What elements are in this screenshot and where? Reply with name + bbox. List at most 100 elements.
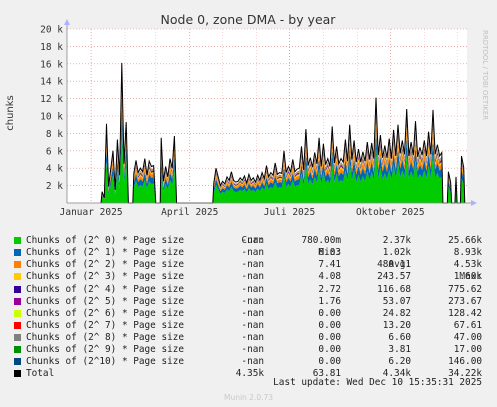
legend-max: 25.66k xyxy=(448,235,482,247)
header-max: Max: xyxy=(459,271,482,283)
chart-title: Node 0, zone DMA - by year xyxy=(161,12,337,27)
legend-avg: 243.57 xyxy=(377,271,411,283)
header-avg: Avg: xyxy=(388,259,411,271)
legend-swatch xyxy=(14,358,21,366)
legend-item: Chunks of (2^ 8) * Page size -nan 0.00 6.60… xyxy=(0,332,497,344)
legend-cur: -nan xyxy=(241,344,264,355)
legend-min: 0.00 xyxy=(318,344,341,355)
legend-max: 128.42 xyxy=(448,307,482,319)
y-tick-label: 12 k xyxy=(40,94,63,105)
legend-cur: -nan xyxy=(241,235,264,247)
legend-swatch xyxy=(14,273,21,281)
legend-min: 0.00 xyxy=(318,331,341,343)
legend-name: Chunks of (2^ 2) * Page size xyxy=(26,259,185,271)
y-tick-label: 16 k xyxy=(40,59,63,70)
rrdtool-credit: RRDTOOL / TOBI OETIKER xyxy=(481,30,489,120)
legend-name: Total xyxy=(26,368,55,380)
legend-avg: 1.02k xyxy=(382,247,411,259)
legend-item: Chunks of (2^ 5) * Page size -nan 1.76 53.0… xyxy=(0,296,497,308)
legend-max: 47.00 xyxy=(453,331,482,343)
legend-swatch xyxy=(14,285,21,293)
chart: Node 0, zone DMA - by year chunks RRDTOO… xyxy=(5,12,489,218)
header-cur: Cur: xyxy=(241,235,264,247)
legend-min: 4.08 xyxy=(318,271,341,283)
legend-min: 63.81 xyxy=(312,368,341,380)
legend-name: Chunks of (2^ 5) * Page size xyxy=(26,295,185,307)
y-tick-label: 10 k xyxy=(40,112,63,123)
legend-max: 67.61 xyxy=(453,319,482,331)
legend-cur: -nan xyxy=(241,271,264,283)
last-update: Last update: Wed Dec 10 15:35:31 2025 xyxy=(273,377,482,388)
legend-item: Chunks of (2^ 3) * Page size -nan 4.08 243.… xyxy=(0,271,497,283)
legend-avg: 3.81 xyxy=(388,344,411,355)
legend-max: 8.93k xyxy=(453,247,482,259)
legend-min: 1.76 xyxy=(318,295,341,307)
y-tick-label: 14 k xyxy=(40,77,63,88)
legend-swatch xyxy=(14,321,21,329)
axes xyxy=(64,19,477,206)
legend-item: Chunks of (2^ 7) * Page size -nan 0.00 13.2… xyxy=(0,320,497,332)
legend-max: 273.67 xyxy=(448,295,482,307)
legend-avg: 24.82 xyxy=(382,307,411,319)
legend-name: Chunks of (2^ 9) * Page size xyxy=(26,344,185,355)
y-tick-label: 18 k xyxy=(40,42,63,53)
legend-avg: 116.68 xyxy=(377,283,411,295)
legend-avg: 13.20 xyxy=(382,319,411,331)
y-tick-label: 6 k xyxy=(46,146,63,157)
y-ticks: 2 k 4 k 6 k 8 k 10 k 12 k 14 k 16 k 18 k 20 k xyxy=(40,25,63,193)
legend-swatch xyxy=(14,261,21,269)
legend-name: Chunks of (2^ 1) * Page size xyxy=(26,247,185,259)
header-min: Min: xyxy=(318,247,341,259)
legend-name: Chunks of (2^ 6) * Page size xyxy=(26,307,185,319)
legend-swatch xyxy=(14,346,21,353)
legend-max: 4.53k xyxy=(453,259,482,271)
x-tick-label: Januar 2025 xyxy=(60,207,123,218)
legend-item: Chunks of (2^10) * Page size -nan 0.00 6.20… xyxy=(0,356,497,368)
legend-name: Chunks of (2^10) * Page size xyxy=(26,356,185,368)
legend-cur: 4.35k xyxy=(235,368,264,380)
legend-min: 2.72 xyxy=(318,283,341,295)
legend-name: Chunks of (2^ 8) * Page size xyxy=(26,331,185,343)
legend-swatch xyxy=(14,249,21,257)
legend-avg: 4.34k xyxy=(382,368,411,380)
legend-name: Chunks of (2^ 3) * Page size xyxy=(26,271,185,283)
legend-cur: -nan xyxy=(241,283,264,295)
y-tick-label: 8 k xyxy=(46,129,63,140)
legend-avg: 480.11 xyxy=(377,259,411,271)
legend-max: 17.00 xyxy=(453,344,482,355)
x-tick-label: April 2025 xyxy=(161,207,218,218)
legend-name: Chunks of (2^ 4) * Page size xyxy=(26,283,185,295)
legend-cur: -nan xyxy=(241,356,264,368)
legend-cur: -nan xyxy=(241,295,264,307)
legend-name: Chunks of (2^ 0) * Page size xyxy=(26,235,185,247)
legend-header: Cur: Min: Avg: Max: xyxy=(0,223,497,282)
legend-item: Chunks of (2^ 1) * Page size -nan 6.03 1.02… xyxy=(0,247,497,259)
stack-area-1 xyxy=(101,106,465,203)
y-axis-arrow xyxy=(64,19,70,25)
y-tick-label: 4 k xyxy=(46,164,63,175)
x-ticks: Januar 2025 April 2025 Juli 2025 Oktober 20… xyxy=(60,207,425,218)
legend-cur: -nan xyxy=(241,307,264,319)
legend-swatch xyxy=(14,370,21,378)
legend-item: Chunks of (2^ 4) * Page size -nan 2.72 116.… xyxy=(0,284,497,296)
legend-min: 7.41 xyxy=(318,259,341,271)
legend-swatch xyxy=(14,309,21,317)
y-axis-label: chunks xyxy=(5,95,16,131)
legend-max: 1.60k xyxy=(453,271,482,283)
legend-min: 0.00 xyxy=(318,356,341,368)
legend-item: Chunks of (2^ 2) * Page size -nan 7.41 480.… xyxy=(0,259,497,271)
legend-max: 146.00 xyxy=(448,356,482,368)
legend-item: Chunks of (2^ 0) * Page size -nan 780.00m 2… xyxy=(0,235,497,247)
legend-min: 780.00m xyxy=(301,235,341,247)
y-tick-label: 2 k xyxy=(46,181,63,192)
munin-credit: Munin 2.0.73 xyxy=(223,393,274,402)
legend-name: Chunks of (2^ 7) * Page size xyxy=(26,319,185,331)
legend-min: 6.03 xyxy=(318,247,341,259)
x-axis-arrow xyxy=(471,200,477,206)
legend-max: 775.62 xyxy=(448,283,482,295)
legend-min: 0.00 xyxy=(318,307,341,319)
legend-avg: 53.07 xyxy=(382,295,411,307)
legend-item: Total 4.35k 63.81 4.34k 34.22k xyxy=(0,368,497,380)
legend-item: Chunks of (2^ 9) * Page size -nan 0.00 3.81… xyxy=(0,344,497,356)
legend-min: 0.00 xyxy=(318,319,341,331)
